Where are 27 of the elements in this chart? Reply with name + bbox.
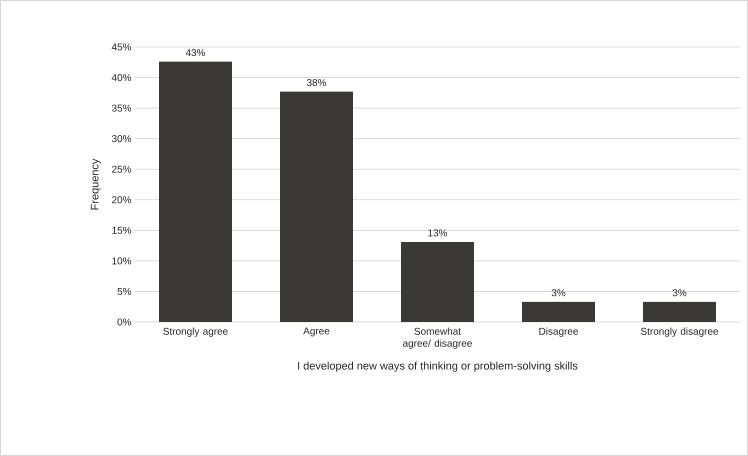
y-tick-label: 40%: [112, 74, 132, 82]
y-tick-label: 25%: [112, 166, 132, 173]
data-label: 3%: [672, 289, 686, 296]
y-tick-label: 20%: [112, 196, 132, 204]
data-label: 3%: [552, 289, 566, 296]
data-label: 13%: [428, 229, 448, 236]
bar: [643, 302, 716, 322]
x-tick-label: Disagree: [539, 328, 578, 337]
data-label: 43%: [186, 49, 206, 56]
y-axis-title: Frequency: [90, 158, 101, 210]
y-tick-label: 0%: [117, 318, 132, 326]
x-tick-label: Somewhat agree/ disagree: [403, 328, 472, 349]
bar: [159, 62, 232, 322]
data-label: 38%: [306, 79, 326, 86]
y-tick-label: 5%: [117, 288, 132, 295]
y-tick-label: 45%: [112, 43, 132, 51]
bar: [401, 242, 474, 322]
x-tick-label: Strongly disagree: [640, 328, 718, 337]
x-tick-label: Agree: [303, 328, 330, 336]
x-axis-title: I developed new ways of thinking or problem-solving skills: [298, 362, 578, 372]
y-tick-label: 10%: [112, 257, 132, 264]
bar: [280, 92, 353, 322]
y-tick-label: 30%: [112, 135, 132, 142]
y-tick-label: 35%: [112, 104, 132, 112]
y-tick-label: 15%: [112, 226, 132, 234]
x-tick-label: Strongly agree: [163, 328, 228, 337]
bar: [522, 302, 596, 322]
